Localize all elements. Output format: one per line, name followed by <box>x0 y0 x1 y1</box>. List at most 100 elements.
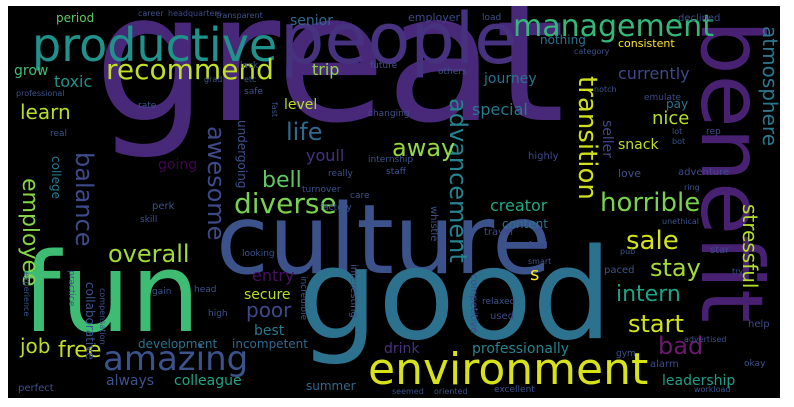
word-lot: lot <box>672 127 683 136</box>
word-people: people <box>280 6 518 80</box>
word-lack: lack <box>240 61 259 71</box>
word-others: others <box>438 67 467 77</box>
word-load: load <box>482 13 502 23</box>
word-safe: safe <box>244 87 263 97</box>
word-bot: bot <box>672 137 686 146</box>
word-food: food <box>528 241 548 251</box>
word-environment: environment <box>368 344 649 395</box>
word-secure: secure <box>244 287 291 303</box>
word-career: career <box>138 9 164 18</box>
word-amazing: amazing <box>103 339 249 379</box>
word-experience: experience <box>22 272 31 317</box>
word-toxic: toxic <box>54 72 93 91</box>
word-great: great <box>94 6 565 162</box>
word-try: try <box>732 267 744 276</box>
word-transition: transition <box>572 76 602 200</box>
word-star: star <box>710 245 730 256</box>
word-rep: rep <box>706 127 721 137</box>
word-diverse: diverse <box>234 187 337 220</box>
word-perfect: perfect <box>18 383 54 394</box>
word-youll: youll <box>306 146 345 165</box>
word-creator: creator <box>490 196 548 215</box>
word-period: period <box>56 11 95 25</box>
word-grow: grow <box>14 63 49 79</box>
word-used: used <box>490 311 515 322</box>
word-benefit: benefit <box>681 20 780 323</box>
word-development: development <box>138 337 218 351</box>
word-future: future <box>370 61 398 71</box>
word-horrible: horrible <box>600 188 701 218</box>
word-atmosphere: atmosphere <box>758 26 780 146</box>
word-awesome: awesome <box>202 126 230 241</box>
word-high: high <box>208 309 228 319</box>
word-best: best <box>254 323 285 339</box>
word-professional: professional <box>16 89 65 98</box>
word-always: always <box>106 373 155 389</box>
word-category: category <box>574 47 610 56</box>
word-senior: senior <box>290 13 333 29</box>
word-ring: ring <box>684 183 700 192</box>
word-really: really <box>328 169 353 179</box>
word-bad: bad <box>658 332 704 360</box>
word-adventure: adventure <box>678 167 730 178</box>
word-intern: intern <box>616 282 681 307</box>
word-pub: pub <box>620 247 636 256</box>
word-stay: stay <box>650 254 701 282</box>
word-competitive: competitive <box>468 274 479 334</box>
word-changing: changing <box>368 109 410 119</box>
word-s: s <box>530 264 540 285</box>
word-pay: pay <box>666 97 689 111</box>
word-advancement: advancement <box>444 98 472 263</box>
word-bell: bell <box>262 168 302 193</box>
word-compensation: compensation <box>98 288 107 345</box>
word-declined: declined <box>678 13 721 24</box>
word-whistle: whistle <box>428 206 439 242</box>
word-excellent: excellent <box>494 385 535 395</box>
word-help: help <box>748 319 770 330</box>
word-staff: staff <box>386 167 406 177</box>
word-leadership: leadership <box>662 373 736 389</box>
word-sale: sale <box>626 226 679 256</box>
word-real: real <box>50 129 68 139</box>
word-internship: internship <box>368 155 414 165</box>
word-transparent: transparent <box>216 11 263 20</box>
word-start: start <box>628 310 684 338</box>
word-looking: looking <box>242 249 275 259</box>
word-practice: practice <box>66 270 76 307</box>
word-recommend: recommend <box>106 53 274 86</box>
word-gym: gym <box>616 349 636 359</box>
word-going: going <box>158 157 198 173</box>
word-productive: productive <box>32 18 278 72</box>
word-grad: grad <box>204 75 223 84</box>
word-love: love <box>618 167 642 180</box>
word-college: college <box>49 156 63 199</box>
word-level: level <box>284 97 318 113</box>
word-etc: etc <box>244 75 257 84</box>
word-interesting: interesting <box>348 264 359 318</box>
word-gain: gain <box>152 287 172 297</box>
word-headquarters: headquarters <box>168 9 222 18</box>
word-incredible: incredible <box>298 276 308 321</box>
word-job: job <box>20 334 51 358</box>
word-collaborative: collaborative <box>83 282 97 360</box>
word-highly: highly <box>528 151 559 162</box>
word-overall: overall <box>108 240 190 268</box>
word-consistent: consistent <box>618 37 675 50</box>
word-unethical: unethical <box>662 217 700 226</box>
word-skill: skill <box>140 215 158 225</box>
word-rate: rate <box>138 101 157 111</box>
word-away: away <box>392 134 456 162</box>
word-summer: summer <box>306 379 356 393</box>
word-oriented: oriented <box>434 387 468 396</box>
word-currently: currently <box>618 64 690 83</box>
word-drink: drink <box>384 341 420 357</box>
word-employer: employer <box>408 11 461 24</box>
word-advertised: advertised <box>684 335 727 344</box>
word-emulate: emulate <box>644 93 682 103</box>
word-care: care <box>350 191 370 201</box>
word-head: head <box>194 285 217 295</box>
word-fast: fast <box>270 102 279 118</box>
word-professionally: professionally <box>472 341 570 357</box>
word-nice: nice <box>652 108 690 129</box>
word-content: content <box>502 217 548 231</box>
